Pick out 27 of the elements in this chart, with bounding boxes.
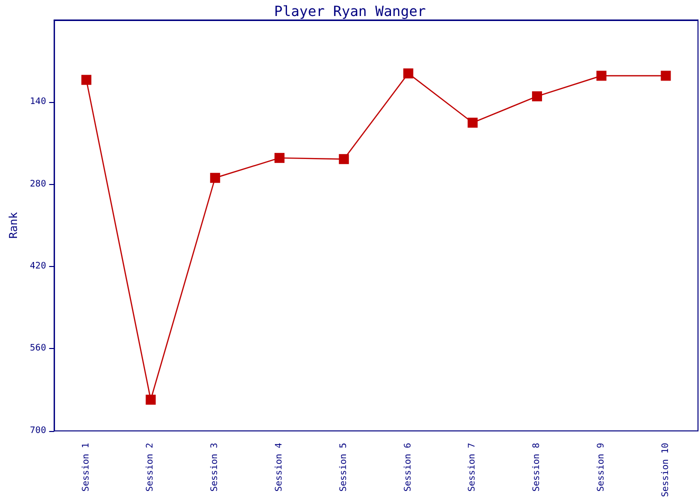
y-axis-title: Rank — [7, 212, 20, 239]
point — [468, 118, 478, 128]
point — [596, 70, 606, 81]
x-tick-label: Session 1 — [81, 442, 92, 492]
point — [146, 394, 156, 405]
x-tick-label: Session 5 — [338, 442, 349, 492]
point — [660, 70, 671, 81]
chart-title: Player Ryan Wanger — [274, 4, 426, 20]
x-tick-label: Session 2 — [146, 442, 156, 492]
x-tick-label: Session 10 — [660, 442, 671, 498]
y-tick-label: 700 — [30, 426, 46, 436]
y-tick-label: 420 — [30, 261, 46, 272]
point — [274, 152, 284, 163]
point — [403, 68, 414, 78]
point — [338, 154, 349, 164]
point — [81, 74, 92, 85]
y-tick-label: 560 — [30, 344, 46, 354]
x-tick-label: Session 7 — [468, 442, 478, 492]
x-tick-label: Session 3 — [210, 442, 220, 492]
x-tick-label: Session 9 — [596, 442, 606, 492]
x-tick-label: Session 8 — [532, 442, 542, 492]
y-tick-label: 140 — [30, 97, 46, 108]
point — [532, 91, 542, 102]
point — [210, 172, 220, 183]
x-tick-label: Session 6 — [403, 442, 414, 492]
x-tick-label: Session 4 — [274, 442, 284, 492]
y-tick-label: 280 — [30, 179, 46, 190]
